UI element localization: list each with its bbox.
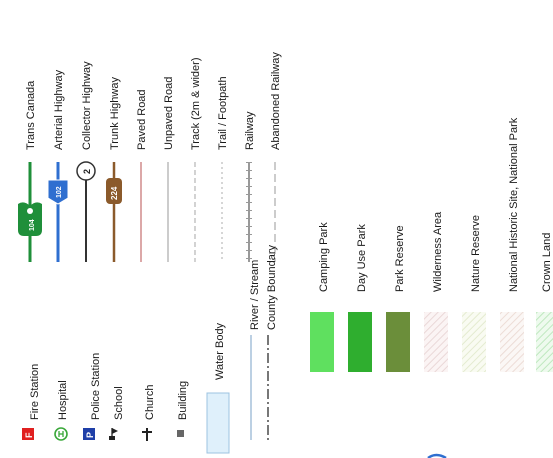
water-body-swatch (206, 392, 230, 454)
building-icon (177, 430, 184, 437)
trans-canada-shield-icon: 104 (18, 202, 42, 236)
point-label-hospital: Hospital (57, 380, 69, 420)
area-label-wilderness-area: Wilderness Area (432, 211, 444, 292)
park-reserve-swatch (386, 312, 410, 372)
point-label-school: School (113, 386, 125, 420)
water-legend: Water Body River / Stream County Boundar… (206, 245, 278, 454)
day-use-park-swatch (348, 312, 372, 372)
area-label-day-use-park: Day Use Park (356, 224, 368, 292)
camping-park-swatch (310, 312, 334, 372)
area-label-camping-park: Camping Park (318, 222, 330, 292)
point-label-police-station: Police Station (90, 353, 102, 420)
road-label-arterial-highway: Arterial Highway (53, 69, 65, 150)
collector-shield-number: 2 (82, 169, 92, 174)
collector-highway-shield-icon: 2 (76, 161, 96, 181)
trans-canada-shield-number: 104 (29, 219, 36, 231)
arterial-highway-shield-icon: 102 (47, 179, 69, 205)
police-station-letter: P (85, 432, 95, 438)
national-historic-site-swatch (500, 312, 524, 372)
road-legend: 104 Trans Canada 102 Arterial Highway 2 … (18, 52, 282, 262)
road-label-abandoned-railway: Abandoned Railway (270, 52, 282, 150)
point-label-fire-station: Fire Station (29, 364, 41, 420)
point-label-building: Building (177, 381, 189, 420)
nature-reserve-swatch (462, 312, 486, 372)
cropped-symbol-icon (427, 453, 447, 458)
road-label-collector-highway: Collector Highway (81, 61, 93, 150)
point-legend: F Fire Station Hospital P Police Station… (22, 353, 189, 441)
water-label-water-body: Water Body (214, 322, 226, 380)
road-label-trans-canada: Trans Canada (25, 80, 37, 150)
arterial-shield-number: 102 (56, 186, 63, 198)
road-label-trunk-highway: Trunk Highway (109, 77, 121, 150)
road-label-trail-footpath: Trail / Footpath (217, 76, 229, 150)
water-label-county-boundary: County Boundary (266, 245, 278, 330)
point-label-church: Church (144, 385, 156, 420)
church-icon (142, 428, 152, 441)
wilderness-area-swatch (424, 312, 448, 372)
crown-land-swatch (536, 312, 553, 372)
water-label-river-stream: River / Stream (249, 260, 261, 330)
area-label-nature-reserve: Nature Reserve (470, 215, 482, 292)
area-label-park-reserve: Park Reserve (394, 225, 406, 292)
fire-station-icon (22, 428, 34, 440)
road-label-paved-road: Paved Road (136, 89, 148, 150)
area-label-national-historic-site: National Historic Site, National Park (508, 117, 520, 292)
road-label-railway: Railway (244, 111, 256, 150)
fire-station-letter: F (24, 432, 34, 438)
area-label-crown-land: Crown Land (541, 233, 553, 292)
area-legend: Camping Park Day Use Park Park Reserve W… (310, 117, 553, 372)
police-station-icon (83, 428, 95, 440)
trunk-shield-number: 224 (110, 186, 119, 200)
road-label-unpaved-road: Unpaved Road (163, 77, 175, 150)
trunk-highway-shield-icon: 224 (106, 178, 122, 204)
school-icon (109, 428, 118, 440)
road-label-track: Track (2m & wider) (190, 58, 202, 151)
